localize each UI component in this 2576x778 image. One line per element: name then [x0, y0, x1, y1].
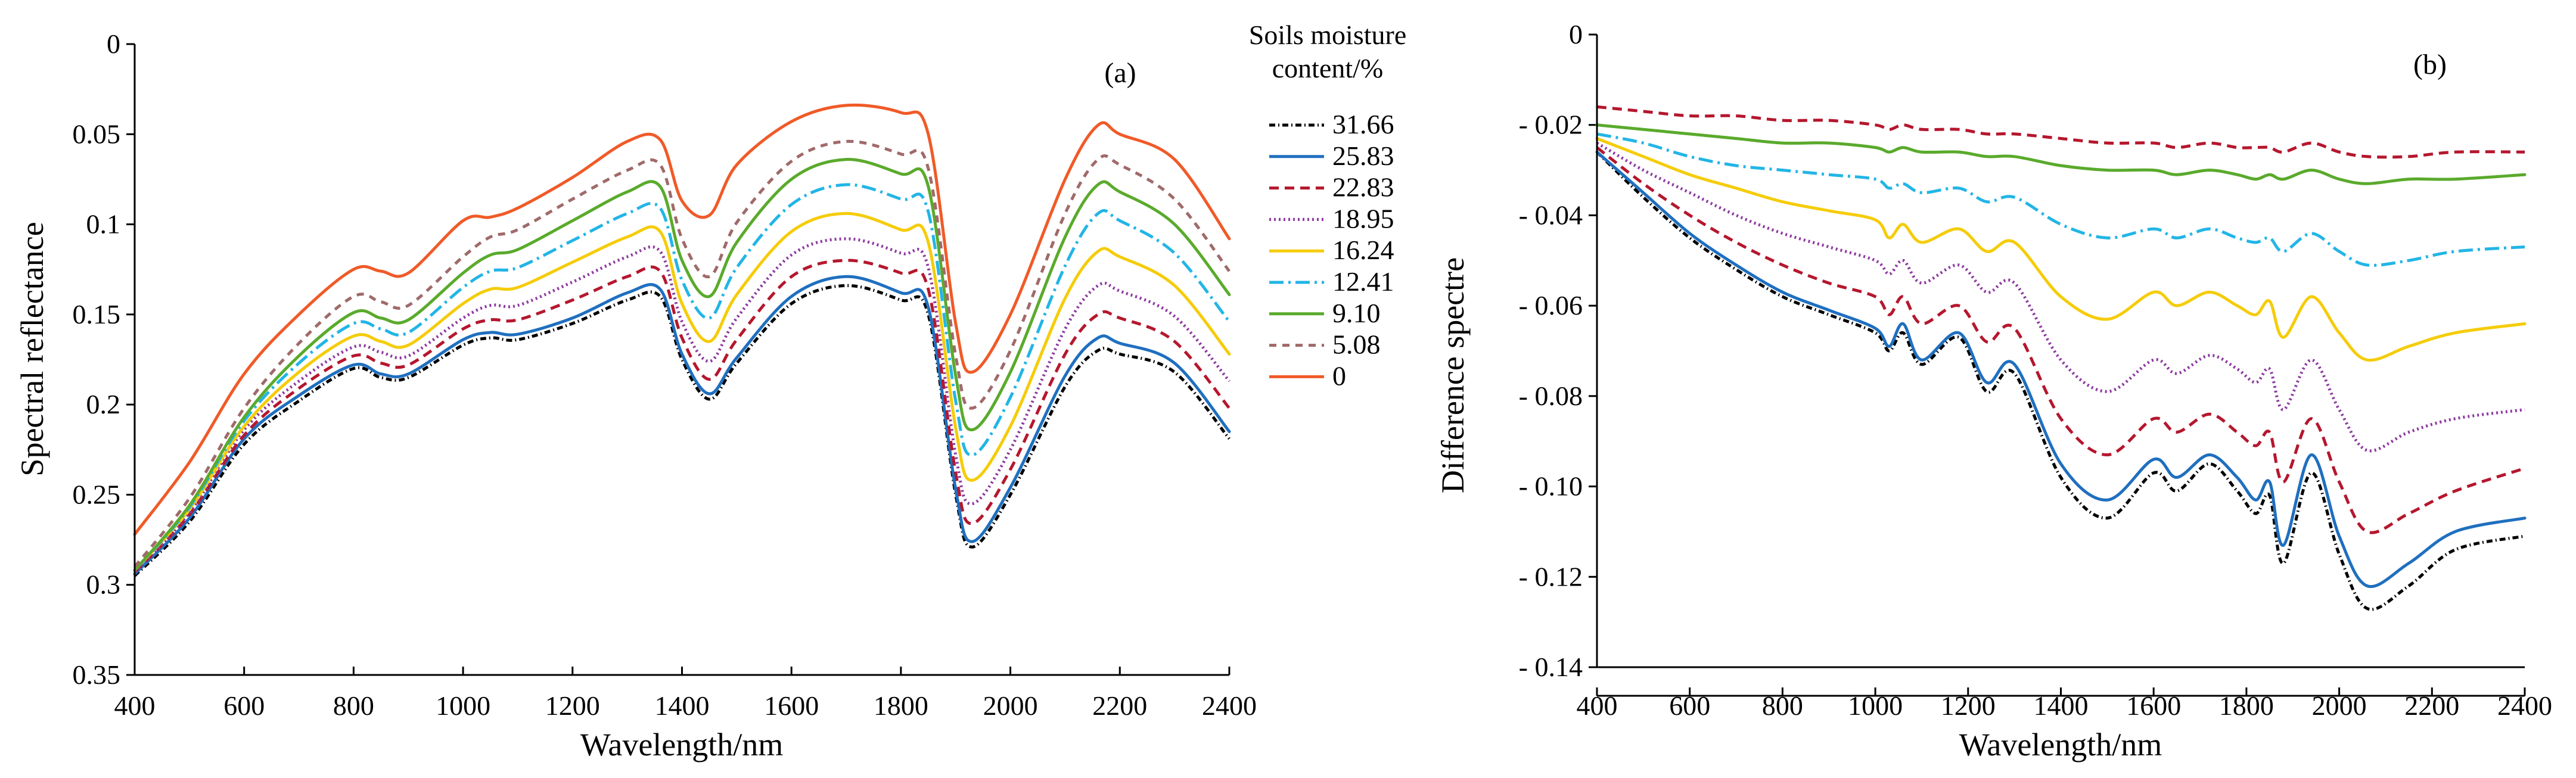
- chart-a: Spectral reflectance Wavelength/nm (a) 4…: [14, 29, 1257, 763]
- chart-b-ytick-label: 0: [1569, 19, 1583, 49]
- chart-a-axes: [133, 44, 1229, 676]
- chart-b-ylabel: Difference spectre: [1435, 257, 1471, 493]
- chart-b-panel-label: (b): [2413, 49, 2447, 80]
- chart-b-series-18-95: [1596, 141, 2525, 453]
- chart-a-xtick-label: 1400: [655, 690, 710, 721]
- legend-label-5-08: 5.08: [1332, 329, 1381, 360]
- chart-a-xlabel: Wavelength/nm: [580, 727, 784, 763]
- chart-b-xlabel: Wavelength/nm: [1959, 727, 2162, 763]
- chart-a-panel-label: (a): [1104, 57, 1136, 89]
- chart-a-series-31-66: [133, 284, 1230, 577]
- chart-b-ytick-label: - 0.02: [1519, 110, 1583, 140]
- chart-a-series-16-24: [133, 211, 1231, 572]
- chart-a-ylabel: Spectral reflectance: [14, 222, 50, 476]
- chart-b-ytick-label: - 0.10: [1519, 471, 1583, 502]
- chart-a-series-5-08: [133, 139, 1230, 568]
- chart-b-series-9-10: [1595, 123, 2527, 185]
- chart-a-xtick-label: 1800: [874, 690, 928, 721]
- chart-a-series-25-83: [133, 275, 1231, 576]
- legend-label-31-66: 31.66: [1332, 109, 1394, 139]
- chart-a-xtick-label: 1600: [764, 690, 819, 721]
- chart-a-xtick-label: 1200: [545, 690, 600, 721]
- legend-title-line-1: Soils moisture: [1249, 20, 1407, 50]
- chart-a-series-9-10: [133, 158, 1231, 572]
- legend-title-line-2: content/%: [1272, 53, 1384, 83]
- chart-b-ytick-label: - 0.14: [1519, 652, 1583, 682]
- chart-a-xtick-label: 2000: [983, 690, 1038, 721]
- chart-a-ytick-label: 0: [107, 29, 120, 59]
- legend-label-16-24: 16.24: [1332, 235, 1394, 265]
- chart-b-series-16-24: [1595, 137, 2527, 362]
- chart-a-ytick-label: 0.15: [73, 299, 121, 329]
- chart-b-ytick-label: - 0.08: [1519, 381, 1583, 411]
- chart-a-series-0: [133, 103, 1231, 536]
- chart-a-ytick-label: 0.35: [73, 659, 121, 690]
- chart-a-xtick-label: 2400: [1202, 690, 1257, 721]
- legend-label-9-10: 9.10: [1332, 298, 1381, 328]
- chart-b-series-31-66: [1596, 151, 2525, 611]
- chart-b-ytick-label: - 0.12: [1519, 561, 1583, 592]
- legend-label-25-83: 25.83: [1332, 141, 1394, 171]
- chart-a-xtick-label: 600: [223, 690, 265, 721]
- chart-b-series-25-83: [1595, 150, 2527, 589]
- chart-a-xtick-label: 400: [114, 690, 156, 721]
- chart-b-series-22-83: [1596, 146, 2525, 534]
- legend-label-22-83: 22.83: [1332, 172, 1394, 203]
- chart-a-xtick-label: 1000: [436, 690, 490, 721]
- chart-a-series-22-83: [133, 259, 1230, 574]
- legend-label-18-95: 18.95: [1332, 203, 1394, 234]
- legend-label-0: 0: [1332, 360, 1346, 391]
- chart-a-ytick-label: 0.2: [86, 389, 121, 419]
- chart-a-xtick-label: 800: [333, 690, 374, 721]
- legend-label-12-41: 12.41: [1332, 266, 1394, 297]
- chart-a-ytick-label: 0.05: [73, 119, 121, 149]
- chart-b-ytick-label: - 0.04: [1519, 200, 1583, 230]
- chart-a-series-12-41: [133, 183, 1230, 572]
- chart-a-xtick-label: 2200: [1092, 690, 1147, 721]
- chart-b: Difference spectre Wavelength/nm (b) 400…: [1435, 19, 2552, 763]
- chart-b-axes: [1596, 35, 2525, 697]
- chart-b-series-5-08: [1596, 105, 2525, 159]
- chart-b-series-12-41: [1596, 132, 2525, 267]
- legend: Soils moisture content/% 31.6625.8322.83…: [1249, 20, 1407, 391]
- chart-a-ytick-label: 0.25: [73, 479, 121, 509]
- chart-a-ytick-label: 0.1: [86, 209, 121, 239]
- chart-a-ytick-label: 0.3: [86, 570, 121, 600]
- chart-b-ytick-label: - 0.06: [1519, 290, 1583, 320]
- chart-a-series-18-95: [133, 237, 1230, 574]
